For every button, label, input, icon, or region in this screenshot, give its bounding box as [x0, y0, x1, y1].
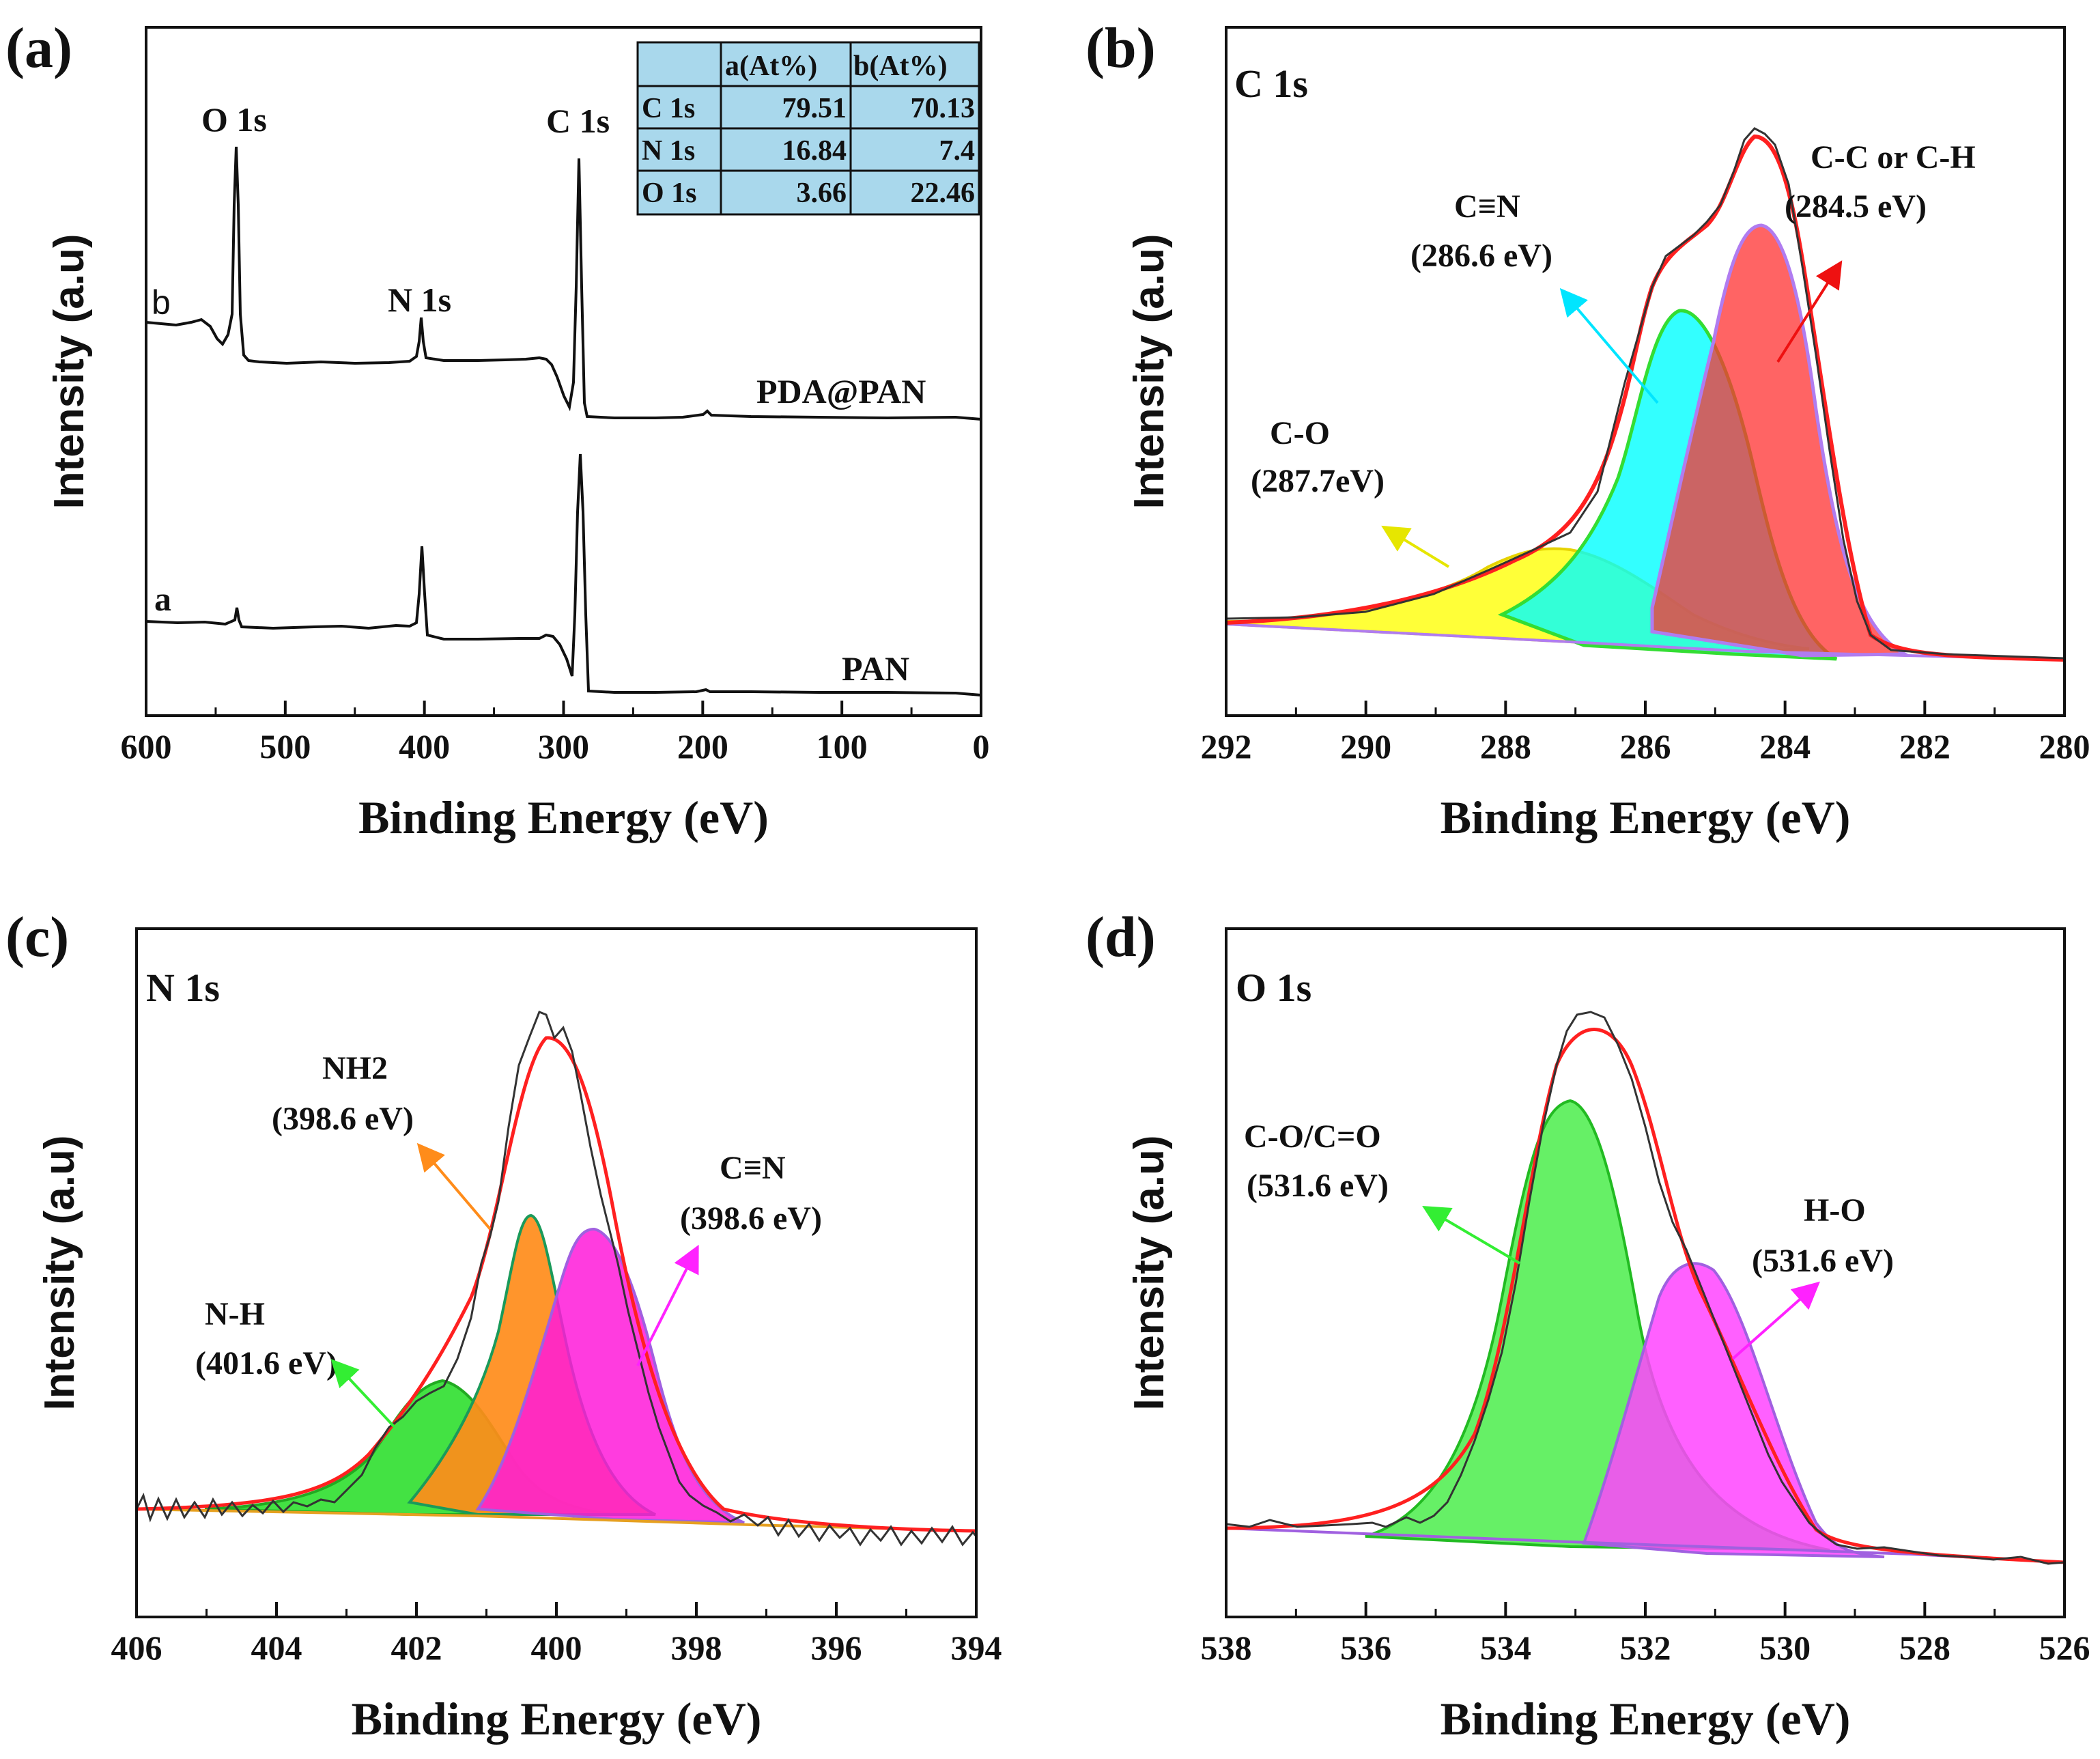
table-row-n1s-a: 16.84: [782, 135, 847, 167]
nh2-label: (398.6 eV): [272, 1101, 414, 1137]
y-axis-title: Intensity (a.u): [1126, 234, 1173, 509]
n-h-name: N-H: [205, 1296, 265, 1332]
x-tick-label: 400: [531, 1629, 582, 1667]
panel-d-letter: (d): [1086, 905, 1156, 969]
x-axis-title: Binding Energy (eV): [1441, 791, 1851, 843]
c-c-name: C-C or C-H: [1811, 139, 1976, 175]
table-row-c1s-b: 70.13: [911, 93, 976, 124]
x-axis-title: Binding Energy (eV): [1441, 1693, 1851, 1745]
panel-d: (d) O 1s C-O/C=O (531.6 eV) H-O (531.6 e…: [1086, 905, 2090, 1745]
x-tick-label: 500: [259, 727, 311, 765]
x-tick-label: 300: [538, 727, 589, 765]
c-c-label: (284.5 eV): [1785, 188, 1927, 225]
table-row-o1s-label: O 1s: [642, 178, 697, 209]
c-triple-n-n-label: (398.6 eV): [680, 1200, 822, 1237]
c-o-label: (287.7eV): [1251, 463, 1385, 499]
x-tick-label: 394: [951, 1629, 1002, 1667]
x-tick-label: 528: [1899, 1629, 1950, 1667]
c-triple-n-n-name: C≡N: [720, 1150, 786, 1186]
panel-a: (a) b a PDA@PAN PAN O 1s N 1s C 1s a(At%…: [5, 16, 990, 843]
c-triple-n-name: C≡N: [1454, 188, 1520, 225]
x-tick-label: 404: [251, 1629, 302, 1667]
x-tick-label: 538: [1201, 1629, 1252, 1667]
panel-b-region: C 1s: [1234, 61, 1308, 106]
c-o-c-o-label: (531.6 eV): [1247, 1168, 1389, 1204]
x-tick-label: 292: [1201, 727, 1252, 765]
panel-c-letter: (c): [5, 905, 69, 969]
x-tick-label: 526: [2039, 1629, 2090, 1667]
x-tick-label: 282: [1899, 727, 1950, 765]
x-tick-label: 402: [391, 1629, 442, 1667]
table-header-b: b(At%): [853, 51, 948, 82]
nh2-name: NH2: [322, 1050, 388, 1086]
c1s-baseline: [1225, 623, 2065, 661]
x-tick-label: 288: [1480, 727, 1531, 765]
o1s-raw: [1225, 1011, 2065, 1565]
panel-d-region: O 1s: [1236, 966, 1311, 1010]
table-row-o1s-a: 3.66: [797, 178, 847, 209]
series-a-label: PAN: [842, 649, 909, 688]
table-row-n1s-b: 7.4: [939, 135, 976, 167]
x-tick-label: 284: [1759, 727, 1811, 765]
x-tick-label: 530: [1759, 1629, 1811, 1667]
peak-label-c1s: C 1s: [546, 102, 610, 140]
panel-a-spectrum-a: [145, 453, 982, 696]
peak-c-c: [1650, 223, 1912, 658]
panel-b-letter: (b): [1086, 16, 1156, 80]
table-row-c1s-a: 79.51: [782, 93, 847, 124]
x-tick-label: 286: [1620, 727, 1671, 765]
series-a-tag: a: [154, 580, 171, 618]
atomic-percent-table: a(At%) b(At%) C 1s 79.51 70.13 N 1s 16.8…: [636, 41, 980, 216]
c1s-envelope: [1225, 134, 2065, 662]
panel-a-spectrum-b: [145, 146, 982, 421]
x-tick-label: 536: [1340, 1629, 1391, 1667]
h-o-name: H-O: [1804, 1192, 1866, 1228]
peak-label-o1s: O 1s: [201, 100, 267, 139]
table-header-a: a(At%): [725, 51, 817, 82]
x-tick-label: 600: [121, 727, 172, 765]
n1s-envelope: [136, 1036, 977, 1533]
panel-b: (b) C 1s C-O (287.7eV) C≡N (286.6 eV) C-…: [1086, 16, 2090, 843]
y-axis-title: Intensity (a.u): [46, 234, 93, 509]
y-axis-title: Intensity (a.u): [1126, 1135, 1173, 1410]
c-o-c-o-name: C-O/C=O: [1244, 1118, 1381, 1155]
panel-a-letter: (a): [5, 16, 72, 80]
panel-c: (c) N 1s NH2 (398.6 eV) N-H (401.6 eV) C…: [5, 905, 1002, 1745]
x-tick-label: 400: [399, 727, 450, 765]
n-h-label: (401.6 eV): [195, 1345, 337, 1381]
x-tick-label: 406: [111, 1629, 162, 1667]
x-tick-label: 290: [1340, 727, 1391, 765]
x-tick-label: 280: [2039, 727, 2090, 765]
n1s-raw: [135, 1011, 978, 1547]
c-triple-n-label: (286.6 eV): [1410, 238, 1552, 274]
x-axis-title: Binding Energy (eV): [358, 791, 769, 843]
c-o-name: C-O: [1270, 415, 1330, 451]
series-b-label: PDA@PAN: [756, 372, 926, 410]
x-tick-label: 532: [1620, 1629, 1671, 1667]
x-tick-label: 200: [677, 727, 728, 765]
x-axis-title: Binding Energy (eV): [352, 1693, 762, 1745]
panel-c-region: N 1s: [146, 966, 220, 1010]
series-b-tag: b: [152, 283, 171, 322]
y-axis-title: Intensity (a.u): [36, 1135, 83, 1410]
x-tick-label: 534: [1480, 1629, 1531, 1667]
x-tick-label: 100: [817, 727, 868, 765]
table-row-c1s-label: C 1s: [642, 93, 695, 124]
peak-label-n1s: N 1s: [388, 281, 451, 319]
table-row-o1s-b: 22.46: [911, 178, 976, 209]
x-tick-label: 398: [671, 1629, 722, 1667]
x-tick-label: 0: [973, 727, 990, 765]
c1s-raw: [1225, 127, 2065, 660]
table-row-n1s-label: N 1s: [642, 135, 695, 167]
x-tick-label: 396: [811, 1629, 862, 1667]
h-o-label: (531.6 eV): [1752, 1243, 1894, 1279]
